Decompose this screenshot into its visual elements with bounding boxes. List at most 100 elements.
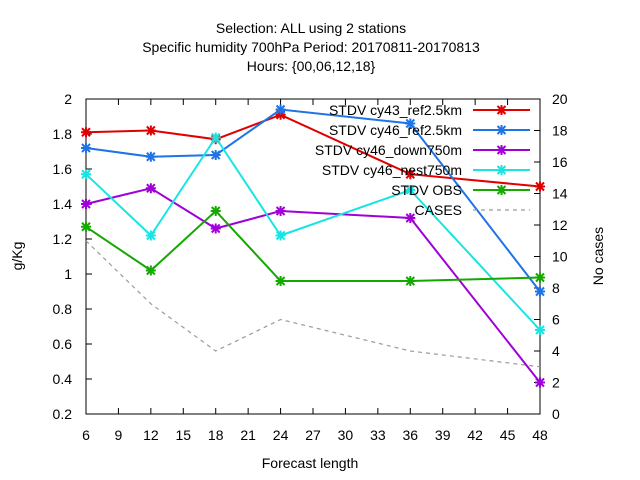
data-point	[405, 276, 416, 286]
y-tick-label: 1.4	[53, 196, 73, 212]
y-tick-label: 1	[64, 266, 72, 282]
y-tick-label: 1.6	[53, 161, 73, 177]
data-point	[145, 151, 156, 162]
data-point	[210, 223, 221, 234]
legend-entry-3: STDV cy46_nest750m	[322, 162, 530, 178]
y2-tick-label: 6	[552, 312, 560, 328]
x-tick-label: 18	[208, 427, 224, 443]
legend-marker	[496, 125, 507, 135]
y2-tick-label: 10	[552, 249, 568, 265]
y2-tick-label: 2	[552, 375, 560, 391]
x-tick-label: 12	[143, 427, 159, 443]
x-tick-label: 24	[273, 427, 289, 443]
legend: STDV cy43_ref2.5km STDV cy46_ref2.5km STDV…	[315, 102, 530, 218]
x-tick-label: 42	[467, 427, 483, 443]
legend-entry-0: STDV cy43_ref2.5km	[329, 102, 530, 118]
data-point	[275, 230, 286, 241]
data-point	[405, 169, 416, 180]
y2-tick-label: 4	[552, 343, 560, 359]
data-point	[405, 118, 416, 129]
series-5	[85, 240, 541, 368]
x-tick-label: 39	[435, 427, 451, 443]
x-tick-label: 21	[240, 427, 256, 443]
y-axis-label: g/Kg	[9, 242, 25, 271]
x-tick-label: 45	[500, 427, 516, 443]
data-point	[405, 185, 416, 195]
y2-tick-label: 14	[552, 186, 568, 202]
x-axis-label: Forecast length	[262, 455, 359, 471]
series-1	[81, 104, 545, 297]
legend-marker	[496, 145, 507, 155]
legend-entry-5: CASES	[415, 202, 530, 218]
data-point	[81, 221, 91, 232]
data-point	[145, 230, 156, 241]
series-line	[85, 135, 541, 331]
chart-title-line-3: Hours: {00,06,12,18}	[247, 58, 376, 74]
x-tick-label: 36	[402, 427, 418, 443]
plot-series	[81, 104, 545, 388]
data-point	[210, 150, 221, 160]
y2-tick-label: 12	[552, 217, 568, 233]
data-point	[535, 286, 545, 297]
series-line	[85, 240, 541, 368]
x-tick-label: 9	[115, 427, 123, 443]
series-line	[85, 108, 541, 293]
y-tick-label: 1.2	[53, 231, 73, 247]
x-tick-label: 27	[305, 427, 321, 443]
data-point	[535, 181, 545, 192]
data-point	[81, 199, 91, 209]
x-tick-label: 6	[82, 427, 90, 443]
data-point	[210, 206, 221, 216]
series-line	[85, 187, 541, 384]
data-point	[405, 213, 416, 223]
y2-tick-label: 16	[552, 154, 568, 170]
y-tick-label: 1.8	[53, 126, 73, 142]
y-tick-label: 0.4	[53, 371, 73, 387]
series-0	[81, 109, 545, 192]
y2-tick-label: 20	[552, 91, 568, 107]
legend-entry-1: STDV cy46_ref2.5km	[329, 122, 530, 138]
axes: 6 9 12 15 18 21 24 27 30 33 36 39 42 45 480.20.40.60.8…	[53, 91, 568, 443]
series-line	[85, 113, 541, 188]
x-tick-label: 48	[532, 427, 548, 443]
legend-marker	[496, 185, 507, 195]
y-tick-label: 0.2	[53, 406, 73, 422]
data-point	[145, 125, 156, 136]
y2-axis-label: No cases	[590, 227, 606, 285]
x-tick-label: 15	[175, 427, 191, 443]
y-tick-label: 2	[64, 91, 72, 107]
legend-marker	[496, 105, 507, 115]
data-point	[81, 169, 91, 180]
legend-label: CASES	[415, 202, 462, 218]
data-point	[275, 104, 286, 115]
data-point	[145, 265, 156, 276]
data-point	[81, 127, 91, 138]
x-tick-label: 30	[338, 427, 354, 443]
chart-title-line-2: Specific humidity 700hPa Period: 2017081…	[142, 39, 480, 55]
data-point	[535, 325, 545, 335]
data-point	[535, 377, 545, 388]
data-point	[210, 132, 221, 143]
legend-marker	[496, 165, 507, 175]
series-3	[81, 132, 545, 335]
legend-label: STDV cy43_ref2.5km	[329, 102, 462, 118]
legend-label: STDV cy46_ref2.5km	[329, 122, 462, 138]
series-2	[81, 183, 545, 388]
y2-tick-label: 18	[552, 123, 568, 139]
data-point	[275, 276, 286, 286]
y2-tick-label: 8	[552, 280, 560, 296]
x-tick-label: 33	[370, 427, 386, 443]
data-point	[535, 272, 545, 283]
chart-title-line-1: Selection: ALL using 2 stations	[216, 20, 406, 36]
series-line	[85, 209, 541, 282]
y-tick-label: 0.6	[53, 336, 73, 352]
legend-label: STDV cy46_down750m	[315, 142, 462, 158]
legend-entry-2: STDV cy46_down750m	[315, 142, 530, 158]
data-point	[275, 206, 286, 216]
legend-label: STDV cy46_nest750m	[322, 162, 462, 178]
data-point	[81, 143, 91, 153]
legend-label: STDV OBS	[391, 182, 462, 198]
y-tick-label: 0.8	[53, 301, 73, 317]
y2-tick-label: 0	[552, 406, 560, 422]
